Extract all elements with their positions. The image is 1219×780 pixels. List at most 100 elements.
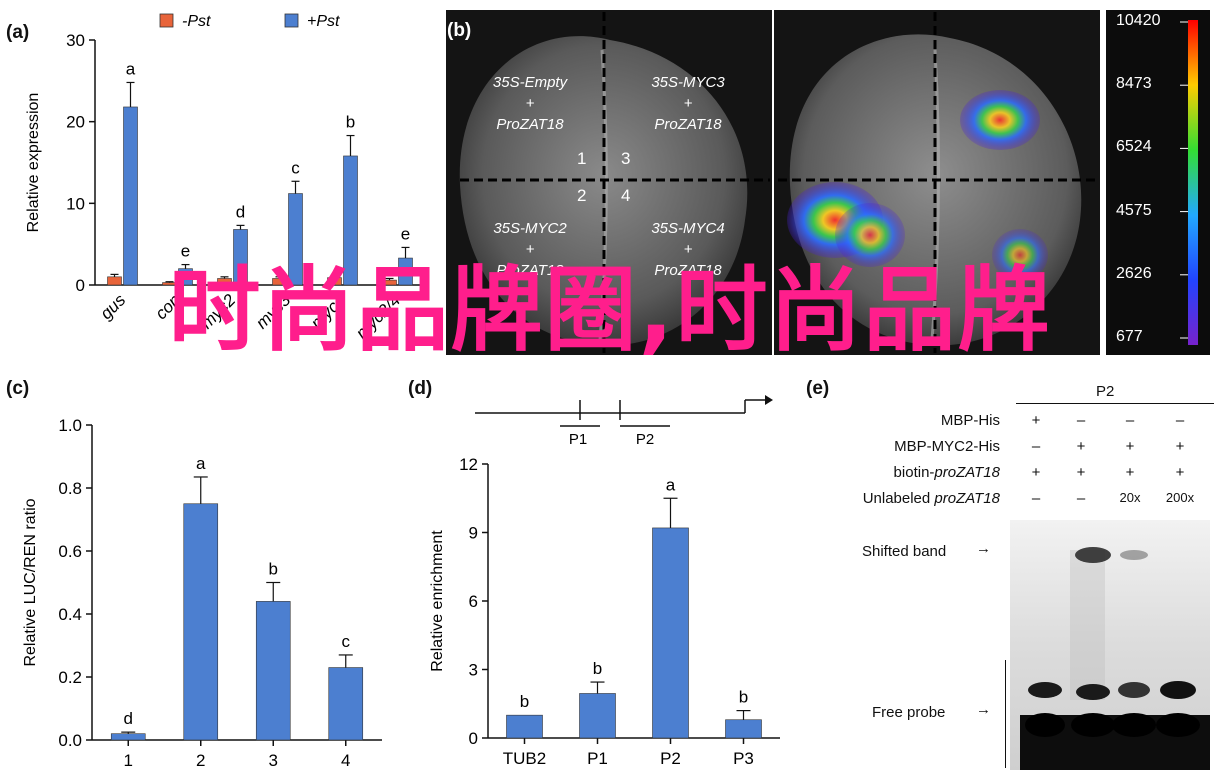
panel-d-label: (d) [408,378,433,399]
condition-label-prefix: biotin- [893,464,935,481]
x-tick-label: myc2 [197,290,240,333]
quadrant-4-construct: 35S-MYC4 [651,220,725,237]
panel-a-bars: a e d c b e [107,59,413,286]
condition-cell: 200x [1165,490,1195,505]
shifted-band-lane-2 [1075,547,1111,563]
significance-letter: a [666,475,676,494]
panel-c-label: (c) [6,378,30,399]
y-tick-label: 0 [469,729,478,748]
bar-myc2-+Pst [233,229,248,286]
condition-cell: + [1125,464,1135,481]
panel-a-legend: -Pst +Pst [159,13,340,30]
condition-cell: – [1076,490,1086,507]
bar-TUB2 [506,714,543,739]
bar-gus-+Pst [123,106,138,286]
condition-cell: + [1125,438,1135,455]
bar-1 [110,733,146,741]
significance-letter: e [401,224,410,243]
condition-cell: + [1175,438,1185,455]
significance-letter: a [196,454,206,473]
significance-letter: e [181,242,190,261]
bar-4 [328,667,364,741]
condition-cell: – [1031,490,1041,507]
y-axis-title: Relative LUC/REN ratio [22,498,39,666]
free-probe-lane-2 [1076,684,1110,700]
significance-letter: c [342,632,351,651]
condition-cell: + [1076,464,1086,481]
shifted-band-label: Shifted band [862,543,947,560]
y-tick-label: 3 [469,661,478,680]
condition-row-label-2: biotin-proZAT18 [894,464,1000,481]
panel-e-label: (e) [806,378,830,399]
bar-con-+Pst [178,268,193,286]
panel-c-chart: 0.0 0.2 0.4 0.6 0.8 1.0 Relative LUC/REN ratio… [22,416,382,770]
bar-gus--Pst [107,276,122,286]
bar-myc2/4--Pst [382,279,397,286]
free-probe-bracket [1005,660,1006,768]
x-tick-label: con [152,290,185,323]
bar-con--Pst [162,282,177,286]
quadrant-1-construct: 35S-Empty [492,74,568,91]
luminescence-spot-2b [835,203,905,267]
x-tick-label: myc4 [307,290,349,332]
quadrant-number-1: 1 [577,149,587,168]
bar-P1 [579,693,616,739]
quadrant-1-label: 35S-Empty + ProZAT18 [470,72,590,135]
panel-a-label: (a) [6,22,30,43]
luminescence-spot-4 [992,229,1048,281]
condition-cell: + [1031,412,1041,429]
legend-label-0: -Pst [182,13,211,30]
quadrant-3-label: 35S-MYC3 + ProZAT18 [628,72,748,135]
y-tick-label: 0.4 [58,605,82,624]
quadrant-2-label: 35S-MYC2 + ProZAT18 [470,218,590,281]
quadrant-2-plus: + [525,241,535,258]
condition-cell: – [1076,412,1086,429]
y-tick-label: 0.6 [58,542,82,561]
condition-label-italic: proZAT18 [934,464,1000,481]
y-tick-label: 12 [459,455,478,474]
significance-letter: b [269,560,278,579]
y-tick-label: 0.8 [58,479,82,498]
condition-label-prefix: Unlabeled [862,490,935,507]
significance-letter: d [124,709,133,728]
leaf-left [459,36,748,346]
condition-cell: – [1125,412,1135,429]
condition-row-label-3: Unlabeled proZAT18 [863,490,1000,507]
y-tick-label: 10 [66,194,85,213]
condition-cell: – [1031,438,1041,455]
panel-d-chart: P1 P2 0 3 6 9 12 Relative enrichment TUB2 P1 P2 P… [429,395,780,768]
region-label-p2: P2 [636,431,654,448]
free-probe-arrow-icon: → [976,701,991,718]
quadrant-3-construct: 35S-MYC3 [651,74,725,91]
x-tick-label: P1 [587,749,608,768]
y-axis-title: Relative expression [25,93,42,233]
condition-row-label-0: MBP-His [940,412,1000,429]
quadrant-3-plus: + [683,95,693,112]
x-tick-label: 3 [269,751,278,770]
scale-value-4: 2626 [1116,264,1152,282]
legend-swatch-1 [284,13,299,28]
y-tick-label: 20 [66,113,85,132]
shifted-band-arrow-icon: → [976,540,991,557]
significance-letter: b [520,692,529,711]
significance-letter: b [593,659,602,678]
quadrant-1-promoter: ProZAT18 [496,116,564,133]
x-tick-label: myc3 [252,290,295,333]
condition-cell: + [1175,464,1185,481]
significance-letter: b [346,113,355,132]
bar-3 [255,601,291,741]
panel-a-axes: 0 10 20 30 Relative expression gus con myc2 myc3… [25,31,425,343]
y-tick-label: 6 [469,592,478,611]
free-probe-lane-4 [1160,681,1196,699]
bar-P3 [725,719,762,739]
bar-2 [183,503,219,741]
y-tick-label: 0 [76,276,85,295]
scale-value-3: 4575 [1116,201,1152,219]
shifted-band-lane-3 [1120,550,1148,560]
region-label-p1: P1 [569,431,587,448]
quadrant-4-plus: + [683,241,693,258]
scale-value-2: 6524 [1116,138,1152,156]
scale-value-5: 677 [1116,328,1143,345]
x-tick-label: P3 [733,749,754,768]
bar-myc2/4-+Pst [398,257,413,286]
